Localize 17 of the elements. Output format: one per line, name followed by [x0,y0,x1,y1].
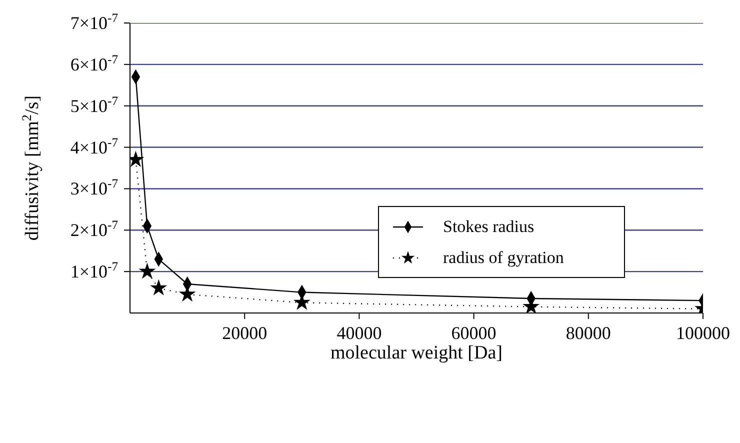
point [140,264,155,278]
x-tick-label: 40000 [336,323,382,343]
y-tick-label: 5×10$^{-7}$ [70,94,118,116]
y-tick-label: 4×10$^{-7}$ [70,135,118,158]
point [151,280,166,295]
x-tick-label: 100000 [676,323,730,343]
x-tick-label: 60000 [451,323,496,343]
legend-label: Stokes radius [443,216,534,236]
legend-label: radius of gyration [443,248,564,268]
y-tick-label: 1×10$^{-7}$ [70,260,118,282]
x-axis-title: molecular weight [Da] [330,342,502,364]
y-tick-label: 7×10$^{-7}$ [70,11,118,33]
y-tick-label: 2×10$^{-7}$ [70,218,118,240]
x-tick-label: 80000 [566,323,611,343]
x-tick-label: 20000 [222,323,268,343]
y-tick-label: 3×10$^{-7}$ [70,176,118,199]
y-tick-label: 6×10$^{-7}$ [70,52,118,74]
